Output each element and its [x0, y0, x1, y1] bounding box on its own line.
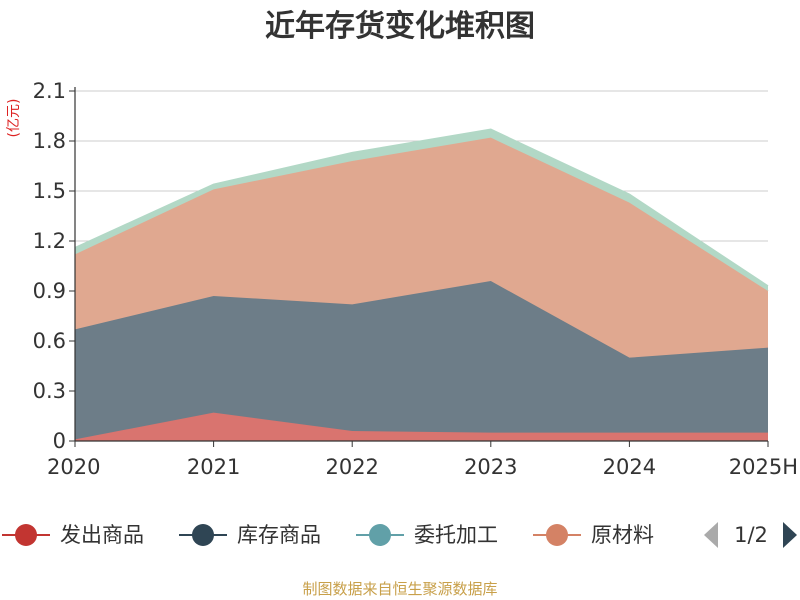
y-axis-label: (亿元) [6, 99, 22, 138]
chart-title: 近年存货变化堆积图 [265, 9, 535, 44]
legend-marker-icon [369, 524, 391, 546]
legend-item[interactable]: 发出商品 [2, 523, 144, 547]
x-tick-label: 2025H [729, 455, 798, 479]
legend-marker-icon [192, 524, 214, 546]
y-tick-label: 0.9 [33, 279, 66, 303]
legend-item[interactable]: 委托加工 [356, 523, 498, 547]
area-1 [75, 281, 768, 440]
area-series [74, 128, 769, 441]
y-tick-label: 0.6 [33, 329, 66, 353]
y-tick-label: 0.3 [33, 379, 66, 403]
y-tick-label: 1.5 [33, 179, 66, 203]
area-3 [75, 137, 768, 358]
x-tick-label: 2020 [47, 455, 100, 479]
legend-marker-icon [15, 524, 37, 546]
legend: 发出商品 库存商品 委托加工 原材料 [2, 523, 654, 547]
y-tick-label: 0 [53, 429, 66, 453]
area-0 [75, 412, 768, 441]
area-line-2 [74, 128, 769, 287]
legend-pager: 1/2 [704, 522, 797, 548]
legend-label: 原材料 [591, 523, 654, 547]
pager-prev-icon[interactable] [704, 522, 718, 548]
legend-label: 委托加工 [414, 523, 498, 547]
y-tick-labels: 0 0.3 0.6 0.9 1.2 1.5 1.8 2.1 [33, 79, 66, 453]
legend-item[interactable]: 原材料 [533, 523, 654, 547]
x-tick-label: 2022 [325, 455, 378, 479]
x-tick-label: 2023 [464, 455, 517, 479]
source-note: 制图数据来自恒生聚源数据库 [302, 580, 497, 598]
y-tick-label: 1.2 [33, 229, 66, 253]
x-tick-labels: 2020 2021 2022 2023 2024 2025H [47, 455, 798, 479]
x-tick-label: 2024 [603, 455, 656, 479]
legend-item[interactable]: 库存商品 [179, 523, 321, 547]
axes [74, 87, 769, 447]
legend-marker-icon [546, 524, 568, 546]
pager-text: 1/2 [734, 523, 768, 547]
pager-next-icon[interactable] [783, 522, 797, 548]
legend-label: 库存商品 [237, 523, 321, 547]
x-tick-label: 2021 [187, 455, 240, 479]
y-tick-label: 1.8 [33, 129, 66, 153]
legend-label: 发出商品 [60, 523, 144, 547]
y-tick-label: 2.1 [33, 79, 66, 103]
area-line-0 [74, 411, 768, 441]
